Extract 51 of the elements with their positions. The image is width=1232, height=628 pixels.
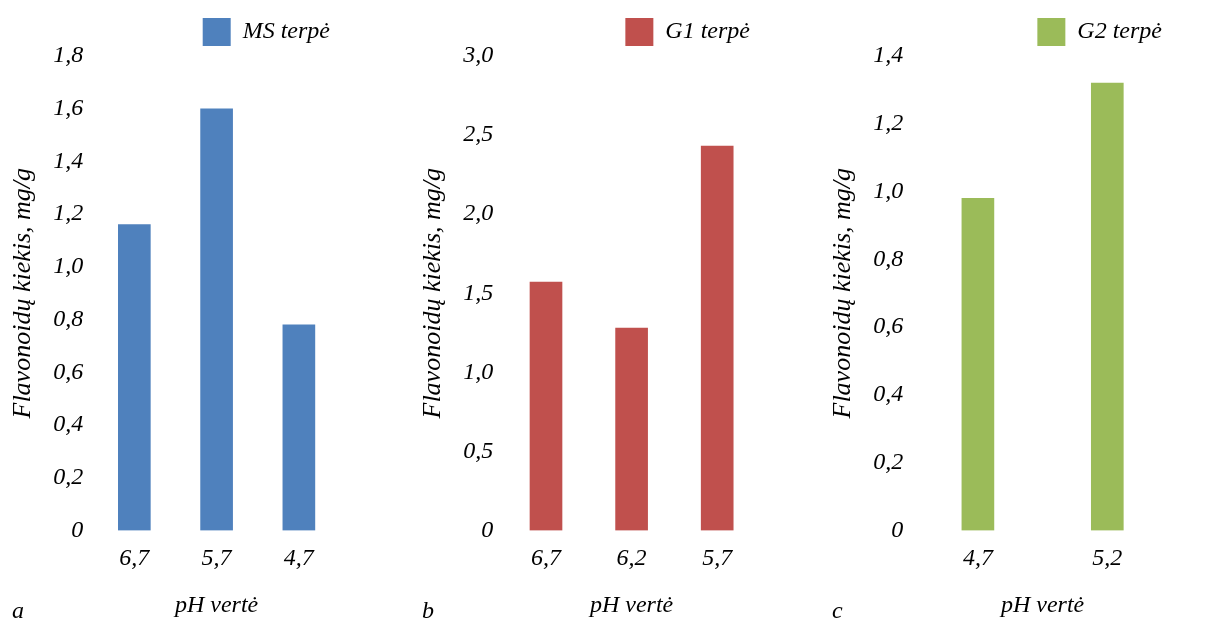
y-tick-label: 0 bbox=[71, 515, 84, 542]
x-axis-title: pH vertė bbox=[587, 590, 674, 617]
x-tick-label: 4,7 bbox=[283, 544, 315, 571]
x-tick-label: 5,2 bbox=[1092, 544, 1123, 571]
y-tick-label: 1,0 bbox=[53, 252, 84, 279]
x-tick-label: 6,7 bbox=[119, 544, 151, 571]
text: b bbox=[422, 597, 434, 624]
y-tick-label: 1,0 bbox=[463, 357, 494, 384]
y-tick-label: 1,2 bbox=[53, 199, 84, 226]
text: a bbox=[12, 597, 24, 624]
x-tick-label: 6,2 bbox=[616, 544, 647, 571]
y-tick-label: 1,2 bbox=[873, 109, 904, 136]
y-tick-label: 2,5 bbox=[463, 120, 494, 147]
bar bbox=[615, 327, 648, 531]
x-tick-label: 6,7 bbox=[531, 544, 562, 571]
text: c bbox=[832, 597, 843, 624]
bar bbox=[282, 324, 316, 531]
x-tick-label: 4,7 bbox=[962, 544, 994, 571]
y-tick-label: 0,2 bbox=[873, 447, 904, 474]
y-tick-label: 0,8 bbox=[53, 304, 84, 331]
y-tick-label: 1,4 bbox=[53, 146, 84, 173]
bar bbox=[118, 224, 151, 531]
x-axis-title: pH vertė bbox=[172, 590, 259, 617]
y-axis-title: Flavonoidų kiekis, mg/g bbox=[417, 167, 447, 420]
y-tick-label: 0,4 bbox=[53, 410, 84, 437]
y-tick-label: 0,6 bbox=[53, 357, 84, 384]
x-tick-label: 5,7 bbox=[201, 544, 233, 571]
y-tick-label: 0 bbox=[891, 515, 904, 542]
y-tick-label: 0,8 bbox=[873, 244, 904, 271]
y-tick-label: 0,5 bbox=[463, 436, 494, 463]
y-tick-label: 0,4 bbox=[873, 380, 904, 407]
y-tick-label: 1,6 bbox=[53, 94, 84, 121]
legend-label: G1 terpė bbox=[665, 17, 751, 44]
y-tick-label: 1,4 bbox=[873, 41, 904, 68]
y-tick-label: 3,0 bbox=[462, 41, 494, 68]
y-tick-label: 0,2 bbox=[53, 463, 84, 489]
y-tick-label: 2,0 bbox=[463, 199, 494, 226]
y-tick-label: 0 bbox=[481, 515, 494, 542]
bar bbox=[700, 145, 734, 531]
bar bbox=[200, 108, 233, 531]
y-tick-label: 1,8 bbox=[53, 41, 84, 68]
x-axis-title: pH vertė bbox=[998, 590, 1085, 617]
bar bbox=[529, 281, 563, 531]
y-tick-label: 1,0 bbox=[873, 176, 904, 203]
y-tick-label: 0,6 bbox=[873, 312, 904, 339]
y-axis-title: Flavonoidų kiekis, mg/g bbox=[827, 167, 857, 420]
x-tick-label: 5,7 bbox=[702, 544, 734, 571]
y-axis-title: Flavonoidų kiekis, mg/g bbox=[7, 167, 37, 420]
legend-label: MS terpė bbox=[241, 17, 331, 44]
legend-label: G2 terpė bbox=[1077, 17, 1163, 44]
y-tick-label: 1,5 bbox=[463, 278, 494, 305]
